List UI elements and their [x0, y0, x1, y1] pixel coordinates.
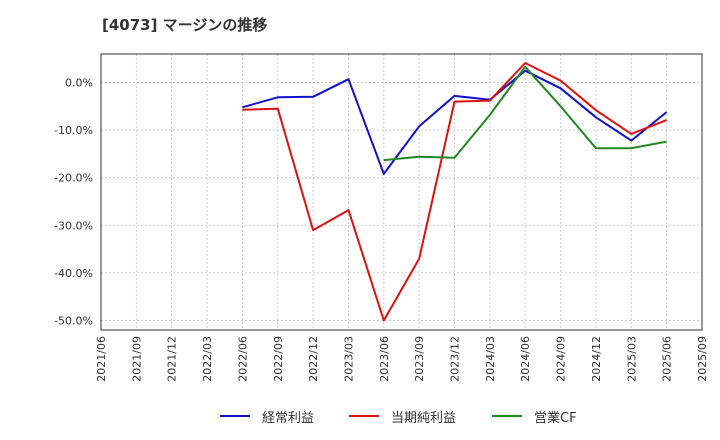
y-tick-label: -10.0%	[54, 124, 93, 137]
series-line-1	[242, 62, 667, 322]
x-tick-label: 2024/06	[519, 336, 532, 382]
series-line-0	[242, 69, 668, 175]
x-tick-label: 2021/06	[95, 336, 108, 382]
x-tick-label: 2025/09	[696, 336, 709, 382]
plot-frame	[100, 53, 703, 331]
x-tick-label: 2023/09	[413, 336, 426, 382]
legend-item-2: 営業CF	[492, 404, 577, 428]
legend-item-1: 当期純利益	[349, 404, 456, 428]
y-tick-label: 0.0%	[65, 77, 93, 90]
legend-swatch	[492, 415, 522, 417]
legend-swatch	[220, 415, 250, 417]
chart-title: [4073] マージンの推移	[102, 16, 268, 34]
y-tick-label: -50.0%	[54, 314, 93, 327]
x-tick-label: 2022/06	[236, 336, 249, 382]
x-tick-label: 2025/06	[661, 336, 674, 382]
x-tick-label: 2022/09	[272, 336, 285, 382]
y-tick-label: -40.0%	[54, 267, 93, 280]
legend-item-0: 経常利益	[220, 404, 314, 428]
x-tick-label: 2024/03	[484, 336, 497, 382]
y-tick-label: -30.0%	[54, 219, 93, 232]
x-tick-label: 2022/03	[201, 336, 214, 382]
legend-label: 営業CF	[534, 410, 577, 426]
x-tick-label: 2023/03	[342, 336, 355, 382]
y-tick-label: -20.0%	[54, 172, 93, 185]
legend-swatch	[349, 415, 379, 417]
x-tick-label: 2021/09	[130, 336, 143, 382]
x-tick-label: 2025/03	[625, 336, 638, 382]
x-tick-label: 2024/12	[590, 336, 603, 382]
series-line-2	[383, 65, 667, 162]
legend-label: 当期純利益	[391, 410, 457, 426]
x-tick-label: 2024/09	[555, 336, 568, 382]
x-tick-label: 2022/12	[307, 336, 320, 382]
x-tick-label: 2021/12	[166, 336, 179, 382]
legend-label: 経常利益	[262, 410, 315, 426]
x-tick-label: 2023/12	[449, 336, 462, 382]
legend: 経常利益 当期純利益 営業CF	[0, 404, 720, 428]
x-tick-label: 2023/06	[378, 336, 391, 382]
